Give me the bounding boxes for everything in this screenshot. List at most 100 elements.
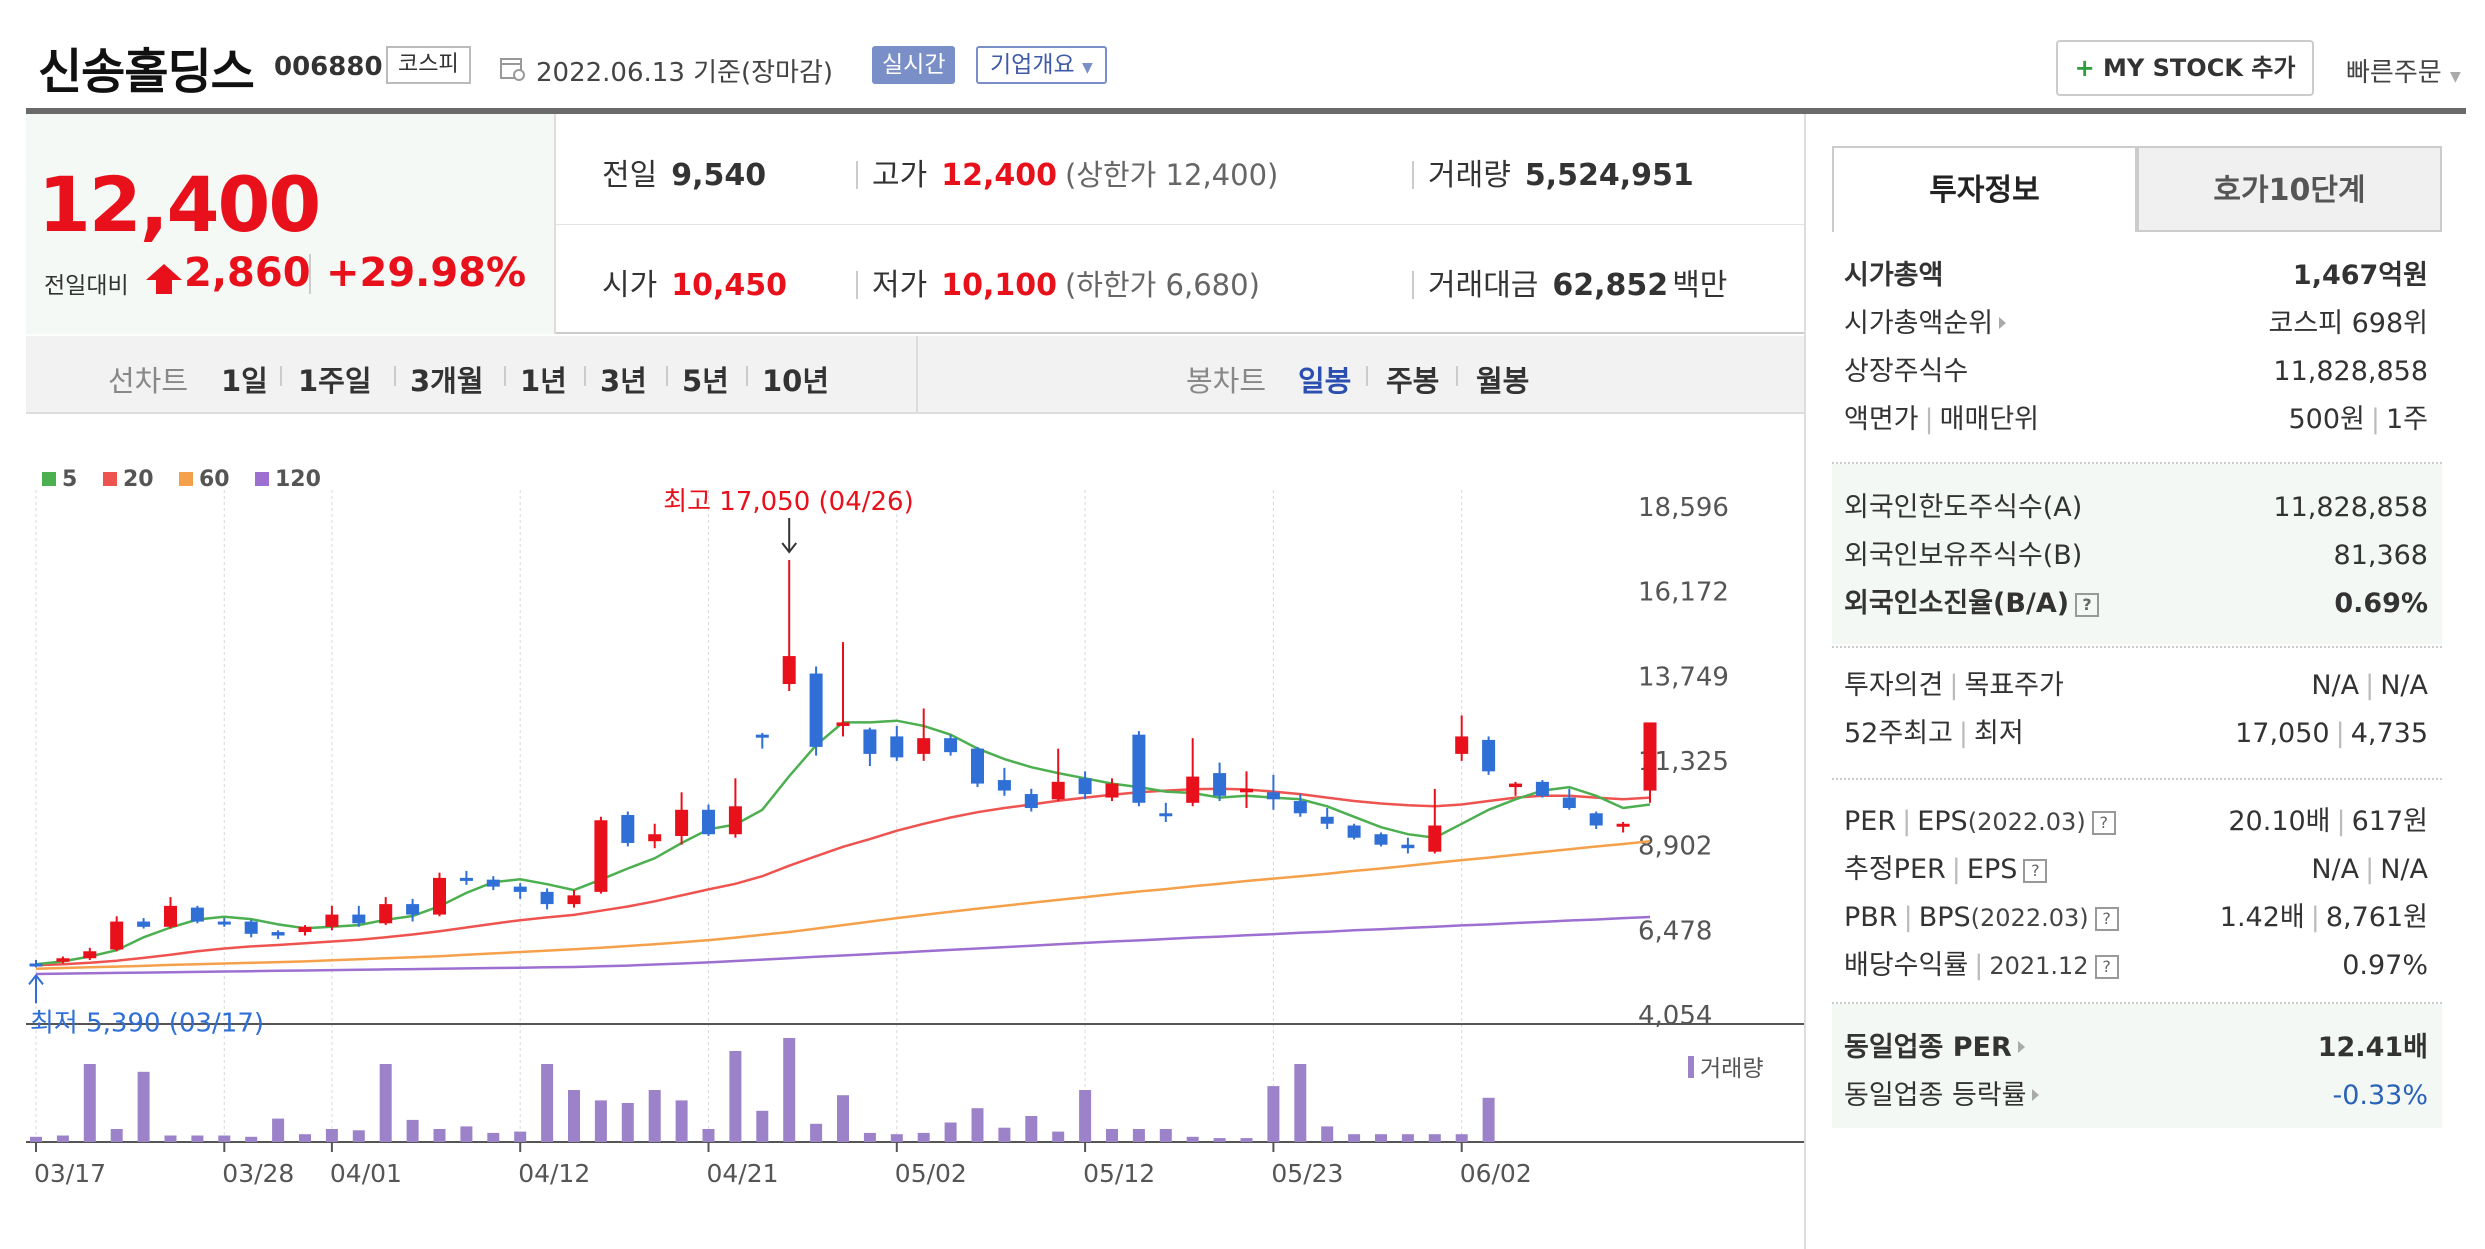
stat-low: 저가 10,100 (하한가 6,680): [856, 260, 1260, 304]
volume-bar: [917, 1132, 930, 1142]
legend-swatch: [179, 472, 193, 486]
info-row: 투자의견 | 목표주가 N/A | N/A: [1832, 662, 2442, 710]
candle-body: [1024, 794, 1038, 809]
corp-info-dropdown[interactable]: 기업개요 ▼: [976, 46, 1107, 84]
volume-bar: [1401, 1134, 1414, 1142]
x-tick-label: 04/12: [518, 1159, 590, 1188]
tab-invest-info[interactable]: 투자정보: [1832, 146, 2137, 232]
volume-bar: [541, 1064, 554, 1142]
candle-body: [29, 963, 43, 967]
y-tick-label: 8,902: [1638, 832, 1712, 862]
tab-hoga[interactable]: 호가10단계: [2137, 146, 2442, 232]
help-icon[interactable]: ?: [2091, 811, 2116, 835]
period-5y[interactable]: 5년: [682, 364, 729, 398]
period-1d[interactable]: 1일: [221, 364, 268, 398]
info-label-text: PBR: [1844, 902, 1898, 933]
candle-body: [352, 914, 366, 924]
info-row: 상장주식수 11,828,858: [1832, 348, 2442, 396]
period-10y[interactable]: 10년: [762, 364, 830, 398]
info-value-text: 17,050: [2235, 718, 2330, 749]
candle-weekly[interactable]: 주봉: [1386, 364, 1440, 398]
candle-body: [190, 907, 204, 922]
line-chart-label: 선차트: [108, 364, 189, 398]
info-value: 11,828,858: [2273, 356, 2428, 387]
candle-body: [997, 780, 1011, 791]
help-icon[interactable]: ?: [2023, 859, 2048, 883]
stat-volume: 거래량 5,524,951: [1412, 150, 1694, 194]
info-value: N/A | N/A: [2311, 846, 2428, 894]
period-3y[interactable]: 3년: [600, 364, 647, 398]
price-stats: 전일 9,540 고가 12,400 (상한가 12,400) 거래량 5,524,95…: [556, 114, 1806, 334]
stock-chart[interactable]: 18,59616,17213,74911,3258,9026,4784,0545…: [26, 420, 1806, 1220]
stat-value: 5,524,951: [1524, 158, 1694, 193]
stat-label: 시가: [602, 268, 658, 303]
info-label-text: 동일업종 PER: [1844, 1032, 2012, 1063]
period-1y[interactable]: 1년: [520, 364, 567, 398]
info-label: 시가총액: [1844, 260, 1944, 291]
x-tick-label: 04/01: [330, 1159, 402, 1188]
info-row: 외국인한도주식수(A) 11,828,858: [1832, 484, 2442, 532]
divider: |: [2365, 670, 2375, 701]
candle-body: [1320, 816, 1334, 824]
info-row[interactable]: 시가총액순위 코스피 698위: [1832, 300, 2442, 348]
divider: |: [1974, 950, 1984, 981]
quick-order-dropdown[interactable]: 빠른주문 ▼: [2346, 52, 2461, 89]
candle-body: [406, 904, 420, 915]
candle-body: [83, 951, 97, 959]
candle-body: [1240, 788, 1253, 793]
price-summary: 12,400 전일대비 2,860 +29.98%: [26, 114, 556, 334]
period-1w[interactable]: 1주일: [298, 364, 372, 398]
y-tick-label: 13,749: [1638, 662, 1729, 692]
candle-monthly[interactable]: 월봉: [1476, 364, 1530, 398]
volume-bar: [998, 1127, 1011, 1142]
info-value: 0.97%: [2342, 950, 2428, 981]
period-3m[interactable]: 3개월: [410, 364, 484, 398]
high-annotation-label: 최고 17,050 (04/26): [663, 487, 914, 517]
info-section-basic: 시가총액 1,467억원 시가총액순위 코스피 698위 상장주식수 11,828,8…: [1832, 252, 2442, 452]
volume-bar: [1455, 1134, 1468, 1142]
info-value-text: 20.10배: [2228, 806, 2331, 837]
volume-bar: [1025, 1116, 1038, 1142]
candle-body: [298, 926, 312, 933]
candle-body: [702, 809, 715, 835]
volume-bar: [56, 1135, 69, 1142]
volume-bar: [110, 1129, 123, 1142]
help-icon[interactable]: ?: [2075, 593, 2100, 617]
legend-swatch: [103, 472, 117, 486]
candle-daily[interactable]: 일봉: [1298, 364, 1352, 398]
stat-sub: (하한가 6,680): [1064, 268, 1260, 302]
help-icon[interactable]: ?: [2094, 907, 2119, 931]
candle-body: [513, 886, 527, 892]
chevron-down-icon: ▼: [2449, 69, 2461, 85]
info-value: 81,368: [2333, 540, 2428, 571]
help-icon[interactable]: ?: [2094, 955, 2119, 979]
candle-body: [1078, 778, 1092, 795]
y-tick-label: 18,596: [1638, 493, 1729, 523]
volume-bar: [487, 1132, 500, 1142]
candle-body: [1562, 797, 1576, 809]
add-mystock-button[interactable]: + MY STOCK 추가: [2056, 40, 2314, 96]
candle-body: [1401, 844, 1415, 849]
volume-bar: [1321, 1126, 1334, 1142]
volume-bar: [379, 1064, 392, 1142]
low-annotation-label: 최저 5,390 (03/17): [30, 1008, 264, 1038]
info-row: PBR | BPS(2022.03)? 1.42배 | 8,761원: [1832, 894, 2442, 942]
info-row[interactable]: 동일업종 등락률 -0.33%: [1832, 1072, 2442, 1120]
info-value: 0.69%: [2334, 588, 2428, 619]
x-tick-label: 03/28: [222, 1159, 294, 1188]
info-value-text: 1.42배: [2219, 902, 2305, 933]
volume-bar: [863, 1132, 876, 1142]
info-value-text: N/A: [2380, 670, 2428, 701]
info-value: 20.10배 | 617원: [2228, 798, 2428, 846]
volume-bar: [675, 1100, 688, 1142]
stat-value: 9,540: [671, 158, 767, 193]
candle-body: [1347, 825, 1361, 838]
volume-bar: [594, 1100, 607, 1142]
info-label-text: 52주최고: [1844, 718, 1953, 749]
divider: [856, 161, 858, 189]
info-row[interactable]: 동일업종 PER 12.41배: [1832, 1024, 2442, 1072]
candle-body: [1051, 781, 1065, 800]
realtime-button[interactable]: 실시간: [872, 46, 956, 84]
divider: [504, 366, 506, 386]
change-label: 전일대비: [44, 273, 129, 299]
